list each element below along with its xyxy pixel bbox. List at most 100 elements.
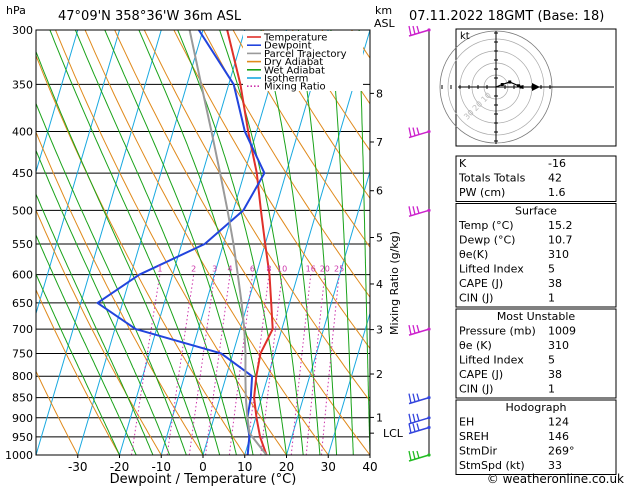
barb-feather	[409, 26, 411, 36]
table-row-label: PW (cm)	[459, 186, 505, 199]
mixing-ratio-label: 4	[227, 265, 232, 274]
table-row-label: Temp (°C)	[458, 219, 514, 232]
barb-feather	[409, 423, 411, 433]
barb-feather	[413, 394, 415, 402]
table-row-label: θe(K)	[459, 248, 488, 261]
wind-barb	[409, 206, 431, 216]
km-tick-label: 4	[376, 278, 383, 291]
barb-feather	[417, 423, 419, 430]
km-tick-label: 3	[376, 324, 383, 337]
hodograph-point	[501, 83, 504, 86]
pressure-tick-label: 350	[12, 78, 33, 91]
table-row-value: 38	[548, 277, 562, 290]
table-row: CAPE (J)38	[459, 368, 562, 381]
table-row-value: 5	[548, 263, 555, 276]
table-row-value: 310	[548, 339, 569, 352]
table-row-value: 146	[548, 430, 569, 443]
copyright-text: © weatheronline.co.uk	[487, 472, 624, 486]
table-row-value: 310	[548, 248, 569, 261]
wind-barb	[409, 26, 431, 36]
table-row: PW (cm)1.6	[459, 186, 566, 199]
legend-label: Mixing Ratio	[264, 82, 326, 93]
hodograph-point	[508, 81, 511, 84]
wet-adiabat-line	[48, 24, 220, 455]
table-row: CAPE (J)38	[459, 277, 562, 290]
mixing-ratio-label: 16	[306, 265, 316, 274]
wind-barb	[409, 394, 431, 404]
table-row-label: SREH	[459, 430, 489, 443]
barb-base	[427, 327, 430, 330]
table-section-title: Most Unstable	[497, 310, 576, 323]
table-section-title: Hodograph	[506, 401, 567, 414]
table-row-value: 5	[548, 354, 555, 367]
mixing-ratio-label: 25	[334, 265, 344, 274]
mixing-ratio-axis-title: Mixing Ratio (g/kg)	[388, 231, 401, 335]
barb-feather	[409, 206, 411, 216]
pressure-tick-label: 850	[12, 392, 33, 405]
pressure-tick-label: 550	[12, 238, 33, 251]
barb-feather	[413, 451, 415, 459]
datetime-title: 07.11.2022 18GMT (Base: 18)	[409, 9, 604, 24]
barb-base	[427, 130, 430, 133]
barb-feather	[417, 414, 419, 421]
table-row: Temp (°C) 15.2	[458, 219, 573, 232]
barb-feather	[413, 26, 415, 34]
barb-feather	[409, 325, 411, 335]
wind-barbs	[409, 26, 431, 461]
km-tick-label: 8	[376, 87, 383, 100]
table-row-value: 15.2	[548, 219, 573, 232]
table-row-value: 269°	[548, 445, 575, 458]
barb-feather	[409, 128, 411, 137]
table-row-label: CAPE (J)	[459, 368, 503, 381]
profile-lines	[98, 30, 273, 455]
barb-feather	[417, 128, 419, 135]
table-row-value: 1	[548, 292, 555, 305]
table-row: θe(K) 310	[459, 248, 569, 261]
barb-feather	[409, 414, 411, 424]
hodograph-point	[520, 86, 523, 89]
mixing-ratio-label: 8	[266, 265, 271, 274]
km-tick-label: 1	[376, 411, 383, 424]
wind-barb	[409, 423, 431, 433]
barb-base	[427, 396, 430, 399]
hodograph-unit-label: kt	[460, 31, 470, 42]
mixing-ratio-label: 6	[250, 265, 255, 274]
table-row-value: 1	[548, 383, 555, 396]
table-row-label: Pressure (mb)	[459, 325, 536, 338]
barb-feather	[413, 414, 415, 422]
barb-feather	[413, 128, 415, 136]
table-row: Lifted Index 5	[459, 263, 555, 276]
table-row-label: Totals Totals	[458, 172, 526, 185]
table-row-label: Dewp (°C)	[459, 234, 515, 247]
table-row: θe (K) 310	[459, 339, 569, 352]
table-row: StmSpd (kt)33	[459, 459, 562, 472]
barb-feather	[417, 206, 419, 213]
barb-feather	[417, 26, 419, 33]
km-tick-label: 2	[376, 368, 383, 381]
asl-unit-label: ASL	[374, 17, 396, 30]
location-title: 47°09'N 358°36'W 36m ASL	[58, 9, 242, 24]
table-row-label: Lifted Index	[459, 263, 524, 276]
pressure-tick-label: 800	[12, 370, 33, 383]
barb-feather	[417, 394, 419, 401]
table-row: Dewp (°C)10.7	[459, 234, 573, 247]
barb-base	[427, 28, 430, 31]
table-row-label: θe (K)	[459, 339, 492, 352]
table-row: Pressure (mb)1009	[459, 325, 576, 338]
table-row: CIN (J) 1	[459, 383, 555, 396]
mixing-ratio-label: 20	[320, 265, 330, 274]
wind-barb	[409, 325, 431, 335]
x-tick-label: -30	[68, 460, 88, 474]
pressure-tick-label: 950	[12, 431, 33, 444]
km-tick-label: 6	[376, 185, 383, 198]
table-row: CIN (J)1	[459, 292, 555, 305]
barb-feather	[409, 394, 411, 404]
barb-base	[427, 426, 430, 429]
table-row-value: -16	[548, 157, 566, 170]
table-row-label: CIN (J)	[459, 383, 493, 396]
km-tick-label: 5	[376, 231, 383, 244]
